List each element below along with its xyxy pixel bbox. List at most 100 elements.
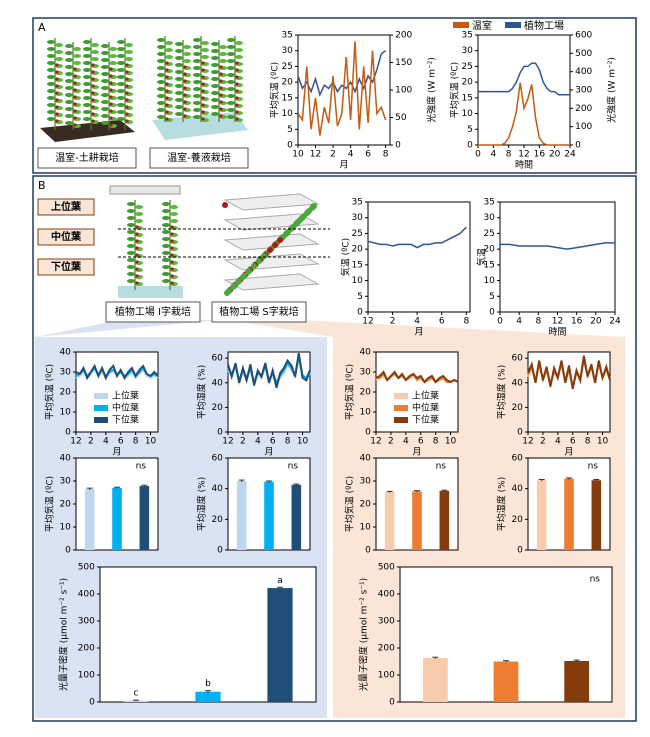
leaf bbox=[91, 50, 99, 54]
y-tick-label: 0 bbox=[467, 141, 473, 151]
y-tick-label: 0 bbox=[217, 428, 223, 438]
leaf bbox=[201, 41, 209, 45]
y-axis-label: 光量子密度 (μmol m⁻² s⁻¹) bbox=[358, 578, 370, 691]
leaf bbox=[109, 61, 117, 65]
y-tick-label: 50 bbox=[395, 113, 407, 123]
fruit bbox=[165, 75, 169, 79]
leaf bbox=[73, 47, 81, 51]
y-tick-label: 40 bbox=[359, 348, 371, 358]
leaf bbox=[65, 72, 73, 76]
y-tick-label: 40 bbox=[511, 378, 523, 388]
leaf bbox=[65, 100, 73, 104]
leaf bbox=[235, 41, 243, 45]
x-tick-label: 12 bbox=[310, 150, 321, 160]
leaf-label: 中位葉 bbox=[51, 230, 82, 243]
leaf bbox=[127, 202, 135, 206]
y-axis-label: 光量子密度 (μmol m⁻² s⁻¹) bbox=[58, 578, 70, 691]
bar bbox=[439, 490, 450, 550]
x-tick-label: 6 bbox=[439, 317, 445, 327]
fruit bbox=[55, 77, 59, 81]
fruit bbox=[135, 274, 139, 278]
fruit bbox=[170, 281, 174, 285]
foliage bbox=[283, 231, 289, 237]
leaf bbox=[117, 54, 125, 58]
leaf bbox=[47, 82, 55, 86]
fruit bbox=[55, 98, 59, 102]
fruit bbox=[125, 105, 129, 109]
y-tick-label: 500 bbox=[78, 563, 95, 573]
leaf bbox=[47, 47, 55, 51]
leaf bbox=[65, 44, 73, 48]
leaf bbox=[201, 55, 209, 59]
plot-area bbox=[375, 351, 459, 433]
y-tick-label: 0 bbox=[517, 428, 523, 438]
x-tick-label: 4 bbox=[103, 437, 109, 447]
leaf bbox=[47, 40, 55, 44]
leaf bbox=[117, 75, 125, 79]
y-tick-label: 40 bbox=[59, 454, 71, 464]
y-tick-label: 10 bbox=[461, 109, 473, 119]
y-tick-label: 200 bbox=[378, 644, 395, 654]
leaf bbox=[83, 117, 91, 121]
caption-box bbox=[105, 301, 201, 323]
leaf bbox=[170, 219, 178, 223]
y-tick-label: 30 bbox=[461, 46, 473, 56]
leaf bbox=[193, 73, 201, 77]
leaf bbox=[219, 52, 227, 56]
shelf bbox=[223, 233, 320, 251]
y-tick-label: 0 bbox=[65, 428, 71, 438]
panel-label: A bbox=[38, 21, 46, 34]
fruit bbox=[201, 96, 205, 100]
y-tick-label: 30 bbox=[483, 213, 495, 223]
plot-area bbox=[75, 351, 159, 433]
connector bbox=[35, 320, 220, 337]
leaf bbox=[227, 66, 235, 70]
fruit bbox=[73, 67, 77, 71]
fruit bbox=[73, 123, 77, 127]
y-tick-label: 10 bbox=[281, 109, 293, 119]
leaf bbox=[157, 108, 165, 112]
leaf bbox=[162, 279, 170, 283]
x-tick-label: 2 bbox=[88, 437, 94, 447]
x-tick-label: 12 bbox=[362, 317, 373, 327]
leaf bbox=[175, 56, 183, 60]
fruit bbox=[201, 103, 205, 107]
leaf bbox=[227, 45, 235, 49]
leaf bbox=[157, 45, 165, 49]
y-tick-label: 15 bbox=[351, 260, 362, 270]
leaf bbox=[165, 41, 173, 45]
leaf bbox=[101, 107, 109, 111]
leaf bbox=[175, 84, 183, 88]
x-tick-label: 8 bbox=[433, 437, 439, 447]
fruit bbox=[183, 100, 187, 104]
leaf bbox=[83, 40, 91, 44]
fruit bbox=[73, 88, 77, 92]
bar bbox=[236, 481, 247, 550]
leaf bbox=[117, 89, 125, 93]
y-tick-label: 10 bbox=[483, 276, 495, 286]
leaf bbox=[65, 121, 73, 125]
leaf bbox=[55, 57, 63, 61]
fruit bbox=[183, 114, 187, 118]
y-tick-label: 30 bbox=[359, 477, 371, 487]
x-axis-label: 月 bbox=[112, 447, 121, 458]
y-tick-label: 40 bbox=[359, 454, 371, 464]
leaf bbox=[125, 43, 133, 47]
leaf bbox=[127, 265, 135, 269]
leaf bbox=[193, 66, 201, 70]
y-tick-label: 10 bbox=[351, 276, 363, 286]
leaf-box bbox=[37, 228, 95, 246]
fruit bbox=[165, 110, 169, 114]
y-tick-label: 0 bbox=[217, 546, 223, 556]
y-axis-label: 気温 (ºC) bbox=[340, 238, 352, 276]
legend-swatch bbox=[94, 393, 108, 399]
bar bbox=[412, 491, 422, 550]
foliage bbox=[293, 221, 299, 227]
y-tick-label: 200 bbox=[78, 644, 95, 654]
y-tick-label: 40 bbox=[511, 484, 523, 494]
x-tick-label: 20 bbox=[590, 317, 602, 327]
bar bbox=[264, 481, 274, 550]
y-tick-label: 200 bbox=[575, 104, 592, 114]
x-tick-label: 8 bbox=[463, 317, 469, 327]
x-tick-label: 6 bbox=[418, 437, 424, 447]
